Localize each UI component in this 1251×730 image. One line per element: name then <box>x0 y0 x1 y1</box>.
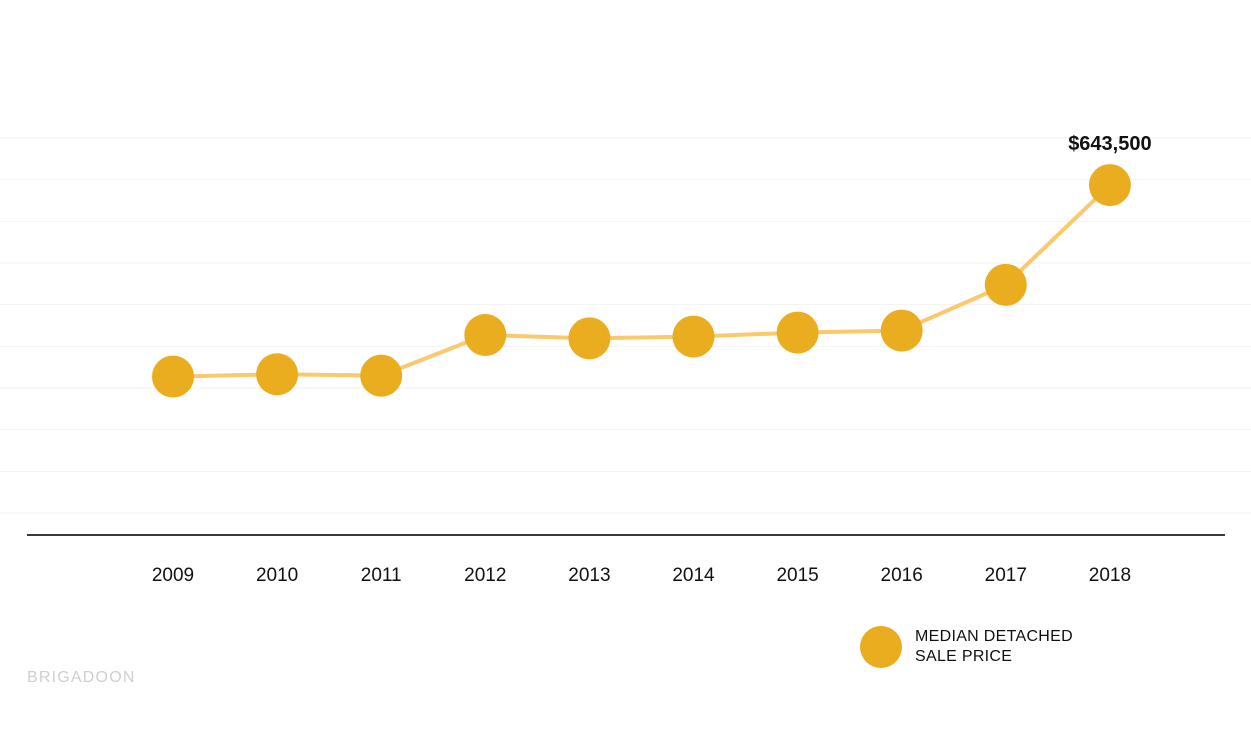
data-label: $643,500 <box>1068 133 1151 155</box>
data-point <box>776 311 819 354</box>
brand-watermark: BRIGADOON <box>27 669 136 686</box>
series-line <box>171 183 1112 379</box>
data-point <box>568 317 611 360</box>
data-point <box>256 353 299 396</box>
x-tick-label: 2014 <box>672 565 715 586</box>
legend-label-line2: SALE PRICE <box>915 648 1013 665</box>
x-tick-label: 2017 <box>985 565 1027 586</box>
x-tick-label: 2018 <box>1089 565 1131 586</box>
legend: MEDIAN DETACHED SALE PRICE <box>860 626 1073 668</box>
legend-swatch-icon <box>860 626 902 668</box>
data-point <box>152 355 194 398</box>
legend-label-line1: MEDIAN DETACHED <box>915 628 1073 645</box>
x-tick-label: 2013 <box>568 565 610 586</box>
data-point <box>672 315 715 358</box>
x-tick-label: 2011 <box>361 565 402 586</box>
data-point <box>880 309 923 352</box>
data-point <box>1088 164 1131 207</box>
data-point <box>984 263 1027 306</box>
data-point <box>360 354 403 397</box>
data-point <box>464 314 507 356</box>
x-tick-label: 2010 <box>256 565 298 586</box>
x-tick-label: 2009 <box>152 565 194 586</box>
x-tick-label: 2015 <box>776 565 818 586</box>
legend-label: MEDIAN DETACHED SALE PRICE <box>915 627 1073 667</box>
x-tick-label: 2012 <box>464 565 506 586</box>
x-tick-label: 2016 <box>881 565 923 586</box>
